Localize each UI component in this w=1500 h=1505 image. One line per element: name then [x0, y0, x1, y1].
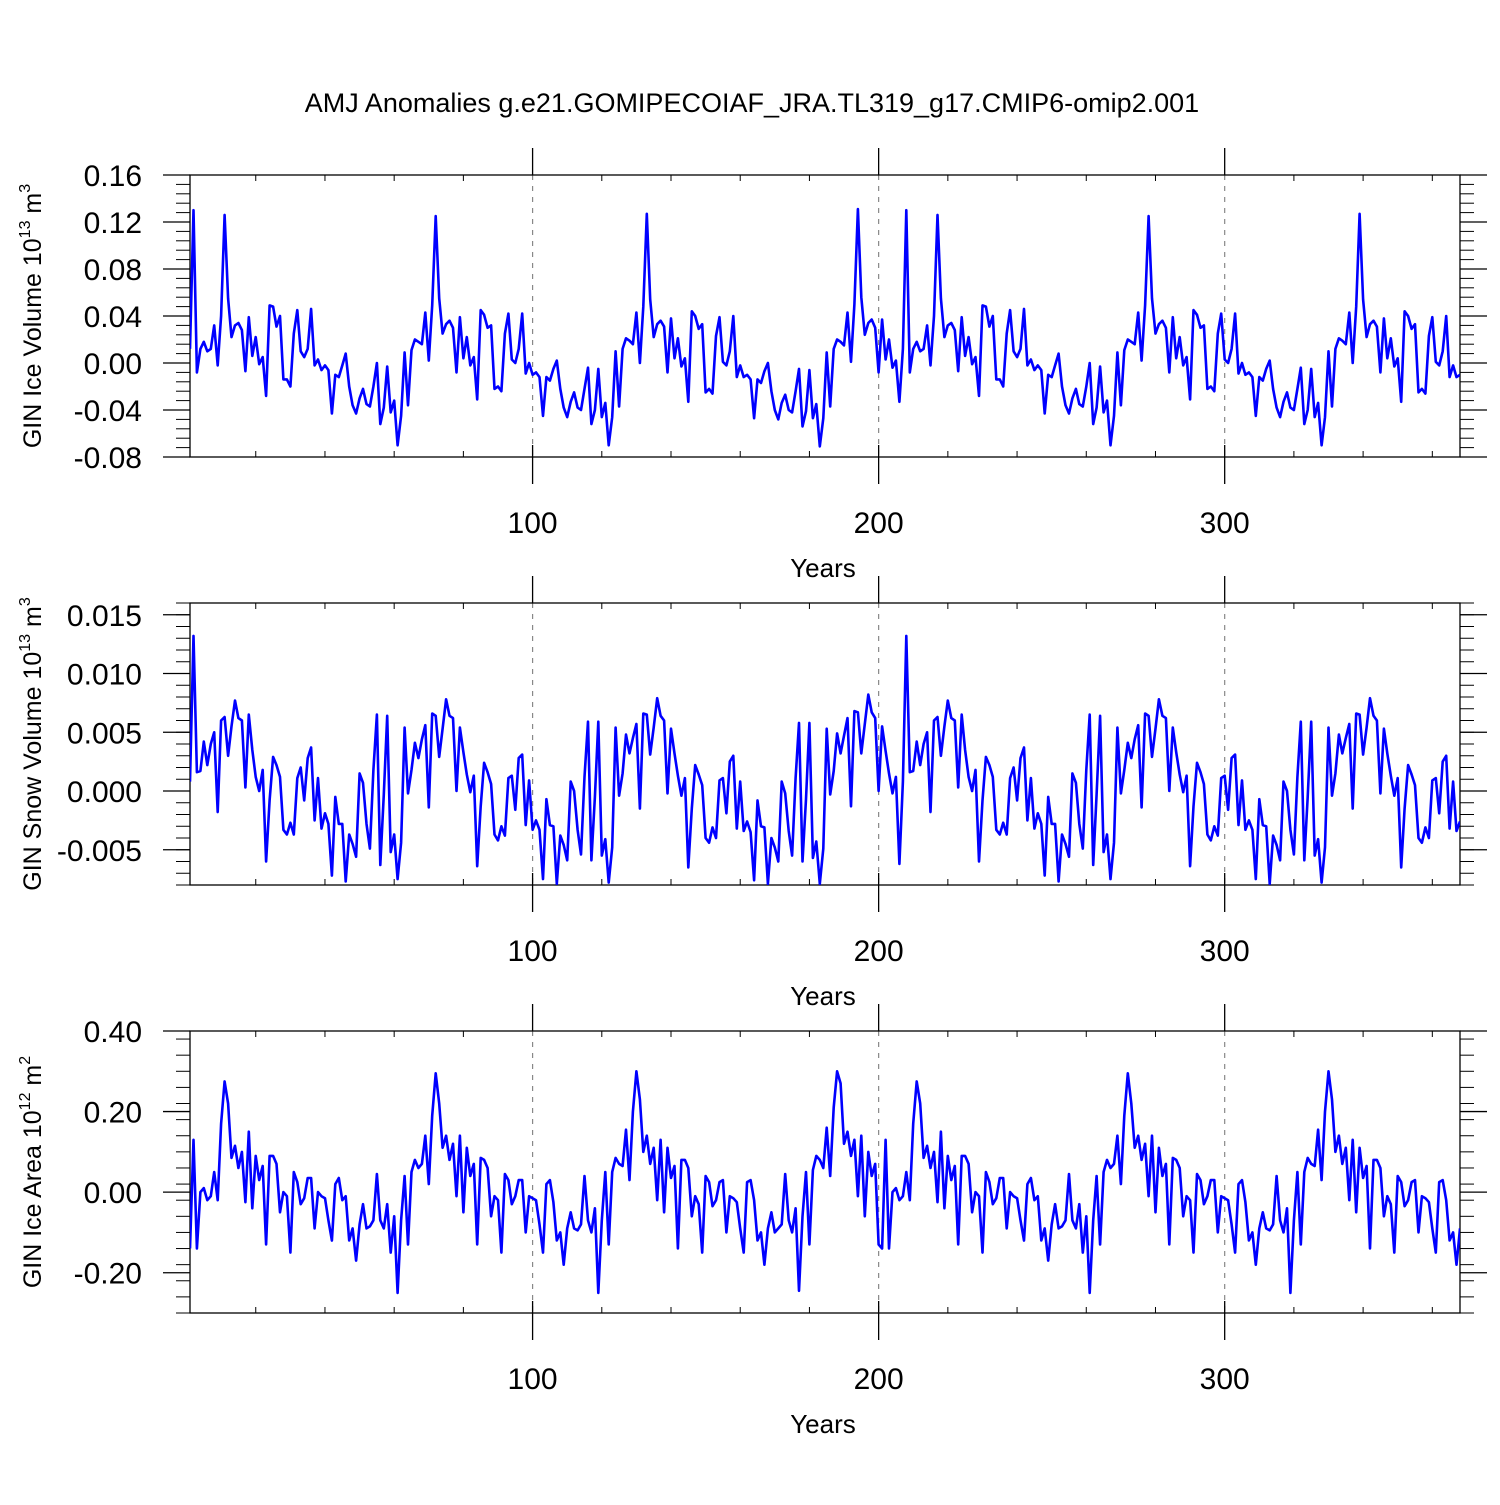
- y-tick-label: 0.04: [84, 301, 142, 334]
- y-tick-label: 0.08: [84, 254, 142, 287]
- y-tick-label: 0.12: [84, 207, 142, 240]
- x-tick-label: 300: [1200, 507, 1250, 540]
- y-axis-label-part: 13: [17, 634, 34, 652]
- chart-title: AMJ Anomalies g.e21.GOMIPECOIAF_JRA.TL31…: [305, 88, 1199, 118]
- panel-snow-volume: 100 200 300 -0.005 0.000 0.005 0.010 0.015 Years…: [17, 576, 1487, 1011]
- x-axis-label: Years: [790, 1409, 856, 1439]
- y-axis-label-part: 13: [17, 220, 34, 238]
- y-tick-label: 0.40: [84, 1016, 142, 1049]
- y-axis-label-part: 3: [17, 184, 34, 193]
- y-tick-label: 0.015: [67, 600, 142, 633]
- y-axis-label-part: 12: [17, 1092, 34, 1110]
- y-axis-label-part: 3: [17, 597, 34, 606]
- y-axis-label-part: GIN Ice Volume 10: [19, 238, 47, 448]
- y-tick-label: -0.04: [74, 395, 142, 428]
- series-line-ice-area: [190, 1070, 1460, 1295]
- x-axis-label: Years: [790, 553, 856, 583]
- x-tick-label: 100: [508, 507, 558, 540]
- series-line-snow-volume: [190, 634, 1460, 885]
- y-tick-label: 0.010: [67, 659, 142, 692]
- y-axis-label: GIN Ice Volume 1013 m3: [17, 184, 47, 448]
- y-tick-label: 0.000: [67, 776, 142, 809]
- x-axis-label: Years: [790, 981, 856, 1011]
- y-tick-label: -0.08: [74, 442, 142, 475]
- y-axis-label-part: m: [19, 1065, 47, 1093]
- y-tick-label: 0.00: [84, 348, 142, 381]
- y-tick-label: 0.005: [67, 717, 142, 750]
- plot-frame: [189, 1030, 1461, 1314]
- y-axis-label: GIN Ice Area 1012 m2: [17, 1056, 47, 1288]
- x-tick-label: 100: [508, 1363, 558, 1396]
- x-tick-label: 200: [854, 507, 904, 540]
- y-tick-label: 0.20: [84, 1097, 142, 1130]
- x-tick-label: 200: [854, 935, 904, 968]
- panel-ice-volume: 100 200 300 -0.08 -0.04 0.00 0.04 0.08 0.12 0.16 Y…: [17, 148, 1487, 583]
- y-tick-label: 0.00: [84, 1177, 142, 1210]
- y-tick-label: -0.20: [74, 1258, 142, 1291]
- x-tick-label: 300: [1200, 1363, 1250, 1396]
- y-axis-label: GIN Snow Volume 1013 m3: [17, 597, 47, 891]
- x-tick-label: 200: [854, 1363, 904, 1396]
- y-axis-label-part: GIN Ice Area 10: [19, 1110, 47, 1288]
- panel-ice-area: 100 200 300 -0.20 0.00 0.20 0.40 Years GIN Ice A…: [17, 1004, 1487, 1439]
- series-line-ice-volume: [190, 207, 1460, 448]
- y-axis-label-part: GIN Snow Volume 10: [19, 652, 47, 891]
- y-axis-label-part: m: [19, 193, 47, 221]
- y-axis-label-part: m: [19, 606, 47, 634]
- x-tick-label: 300: [1200, 935, 1250, 968]
- chart-panels: 100 200 300 -0.08 -0.04 0.00 0.04 0.08 0.12 0.16 Y…: [17, 148, 1487, 1439]
- y-tick-label: 0.16: [84, 160, 142, 193]
- y-axis-label-part: 2: [17, 1056, 34, 1065]
- x-tick-label: 100: [508, 935, 558, 968]
- y-tick-label: -0.005: [57, 835, 142, 868]
